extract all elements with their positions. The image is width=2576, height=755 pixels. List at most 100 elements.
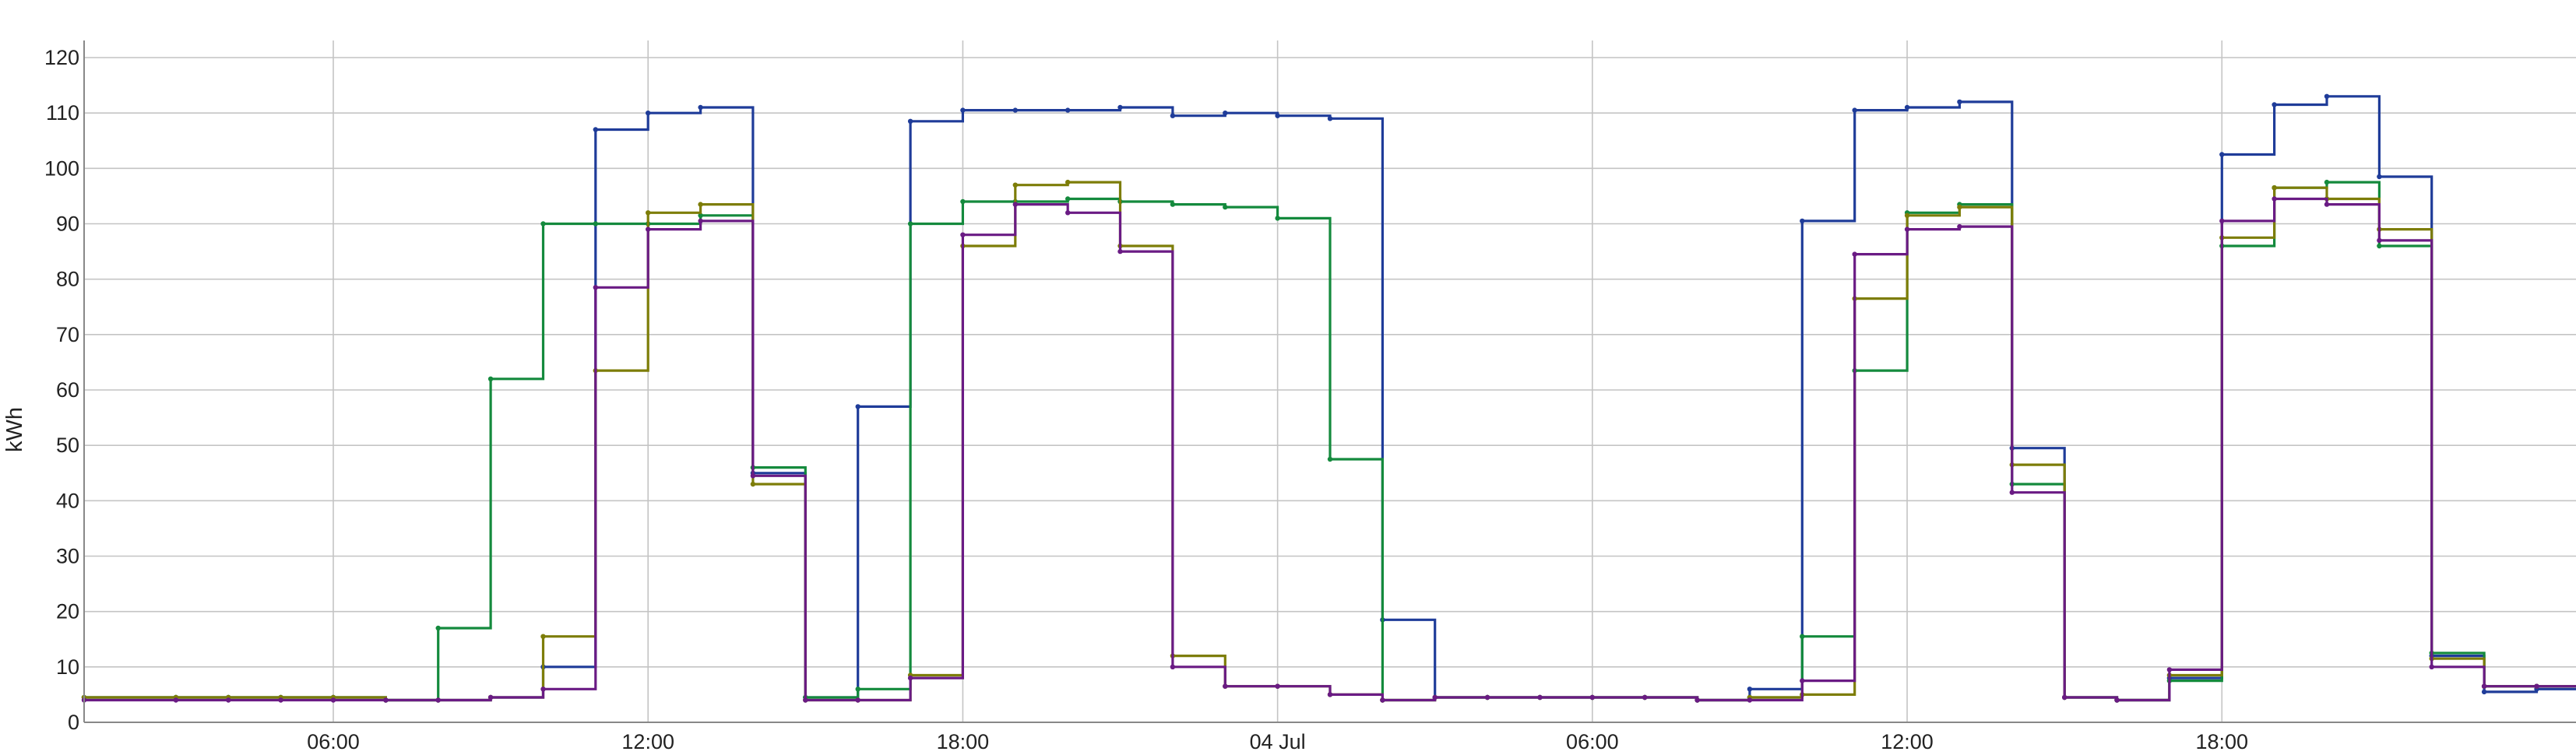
data-point-blue	[855, 404, 860, 409]
data-point-green	[960, 198, 966, 205]
data-point-blue	[1957, 99, 1962, 105]
data-point-purple	[1537, 694, 1543, 701]
y-tick-label: 90	[56, 212, 79, 236]
data-point-purple	[2272, 196, 2277, 202]
data-point-purple	[1694, 697, 1700, 703]
data-point-purple	[1589, 694, 1595, 701]
y-tick-label: 120	[44, 46, 79, 69]
data-point-purple	[540, 687, 546, 692]
data-point-blue	[1065, 107, 1071, 113]
y-tick-label: 60	[56, 378, 79, 402]
data-point-blue	[1327, 116, 1333, 121]
x-tick-label: 12:00	[621, 730, 674, 753]
data-point-purple	[750, 473, 756, 479]
data-point-green	[540, 221, 546, 226]
data-point-green	[1800, 634, 1805, 639]
data-point-purple	[2377, 237, 2382, 244]
data-point-blue	[1223, 111, 1228, 116]
data-point-green	[2324, 179, 2330, 185]
data-point-blue	[1904, 104, 1910, 111]
data-point-olive	[1065, 179, 1071, 185]
data-point-green	[1275, 216, 1280, 221]
data-point-purple	[1484, 694, 1490, 701]
data-point-purple	[1065, 210, 1071, 216]
data-point-purple	[646, 226, 651, 232]
data-point-olive	[698, 202, 703, 207]
x-tick-label: 06:00	[1566, 730, 1619, 753]
data-point-purple	[1432, 694, 1438, 701]
data-point-blue	[2324, 93, 2330, 100]
data-point-blue	[1012, 107, 1019, 113]
axis-layer: 0 10 20 30 40 50 60 70 80 90 100 110 120 06:00 12:00 18…	[44, 40, 2576, 753]
data-point-green	[1327, 456, 1333, 462]
data-point-green	[1223, 204, 1228, 210]
data-point-purple	[1117, 248, 1123, 255]
data-point-green	[435, 625, 441, 631]
data-point-green	[855, 687, 860, 692]
data-point-purple	[1904, 226, 1910, 232]
data-point-green	[1170, 202, 1176, 207]
data-point-purple	[383, 697, 389, 703]
data-point-olive	[1957, 204, 1962, 210]
y-tick-label: 80	[56, 268, 79, 291]
data-point-blue	[1852, 107, 1857, 113]
y-tick-label: 0	[68, 711, 79, 734]
data-point-blue	[2377, 174, 2382, 180]
series-line-purple	[84, 197, 2576, 702]
data-point-purple	[2429, 664, 2434, 669]
y-tick-label: 50	[56, 434, 79, 457]
y-tick-label: 110	[46, 101, 79, 125]
data-point-blue	[2481, 689, 2487, 695]
x-tick-label: 06:00	[307, 730, 360, 753]
data-point-purple	[226, 697, 231, 703]
data-point-olive	[750, 481, 756, 487]
data-point-green	[907, 221, 913, 226]
data-point-green	[593, 221, 598, 226]
data-point-green	[487, 376, 494, 381]
data-point-olive	[2272, 185, 2277, 191]
data-point-blue	[698, 104, 703, 111]
series-line-green	[84, 181, 2576, 702]
data-point-purple	[698, 218, 703, 224]
data-point-blue	[2219, 152, 2225, 157]
data-point-blue	[2272, 102, 2277, 107]
data-point-blue	[960, 107, 966, 113]
x-tick-label: 18:00	[2195, 730, 2248, 753]
data-point-purple	[2324, 202, 2330, 207]
data-point-purple	[593, 285, 598, 290]
data-point-olive	[646, 210, 651, 216]
x-tick-label: 12:00	[1881, 730, 1934, 753]
data-point-purple	[1012, 202, 1019, 207]
data-point-blue	[1117, 104, 1123, 111]
y-tick-label: 10	[56, 655, 79, 679]
data-point-blue	[1747, 687, 1753, 692]
data-point-purple	[907, 675, 913, 681]
x-tick-label: 04 Jul	[1250, 730, 1306, 753]
data-point-green	[698, 212, 703, 218]
data-point-green	[2377, 243, 2382, 249]
data-point-purple	[2481, 683, 2487, 689]
data-point-purple	[2114, 697, 2120, 703]
data-point-purple	[1747, 697, 1753, 703]
data-point-purple	[1275, 683, 1280, 689]
data-point-purple	[1170, 664, 1176, 669]
data-point-purple	[1223, 683, 1228, 689]
data-point-purple	[435, 697, 441, 703]
y-tick-label: 30	[56, 545, 79, 568]
data-point-purple	[173, 697, 179, 703]
data-point-purple	[2009, 490, 2015, 495]
data-point-purple	[2062, 694, 2067, 701]
y-tick-label: 100	[44, 156, 79, 180]
data-point-purple	[1380, 697, 1385, 703]
data-point-purple	[1852, 251, 1857, 257]
data-point-purple	[330, 697, 336, 703]
data-point-purple	[1957, 223, 1962, 230]
y-tick-label: 70	[56, 323, 79, 346]
data-point-purple	[1327, 692, 1333, 697]
y-axis-title: kWh	[2, 407, 27, 452]
y-tick-label: 20	[56, 600, 79, 623]
data-point-purple	[855, 697, 860, 703]
data-point-blue	[646, 111, 651, 116]
